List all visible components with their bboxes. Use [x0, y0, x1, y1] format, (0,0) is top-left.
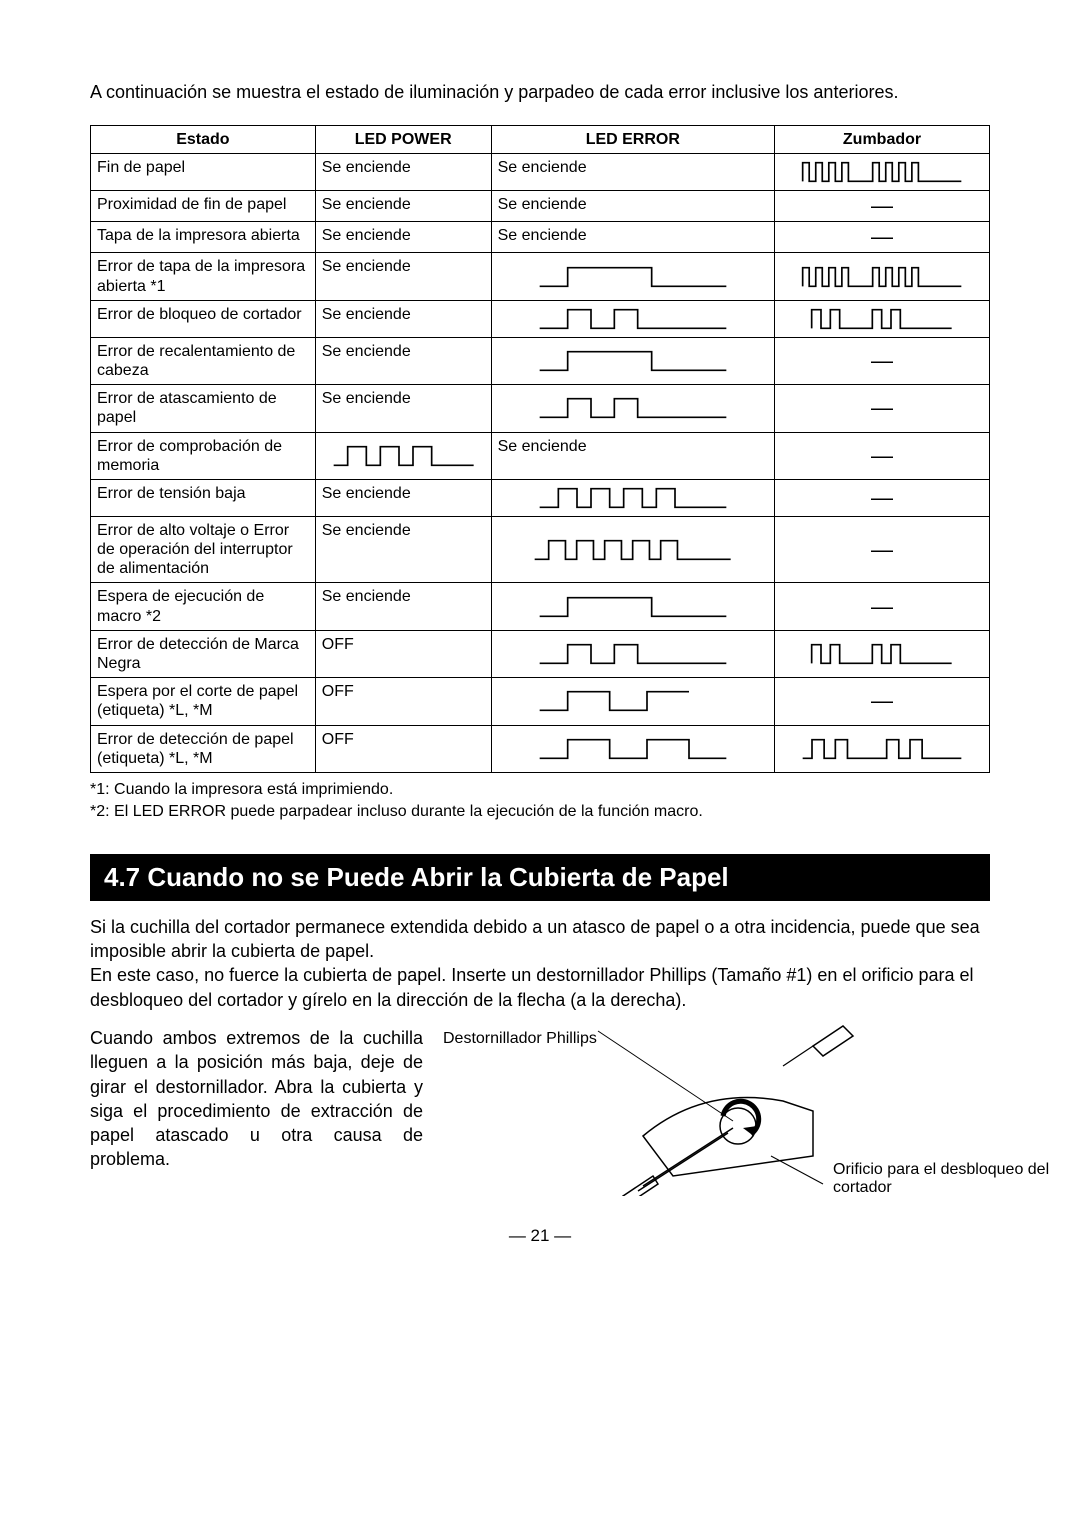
cell-estado: Tapa de la impresora abierta — [91, 222, 316, 253]
cell-estado: Espera por el corte de papel (etiqueta) … — [91, 678, 316, 725]
cell-power: Se enciende — [315, 222, 491, 253]
cell-power: Se enciende — [315, 516, 491, 583]
cell-error — [491, 678, 774, 725]
table-row: Error de recalentamiento de cabezaSe enc… — [91, 337, 990, 384]
table-row: Error de detección de Marca NegraOFF — [91, 630, 990, 677]
table-row: Error de tapa de la impresora abierta *1… — [91, 253, 990, 300]
cell-error — [491, 725, 774, 772]
intro-text: A continuación se muestra el estado de i… — [90, 80, 990, 105]
cell-error — [491, 300, 774, 337]
cell-error — [491, 479, 774, 516]
cell-power: OFF — [315, 725, 491, 772]
cell-estado: Fin de papel — [91, 154, 316, 191]
cell-error — [491, 337, 774, 384]
cell-buzzer: — — [775, 516, 990, 583]
cell-buzzer — [775, 253, 990, 300]
two-column: Cuando ambos extremos de la cuchilla lle… — [90, 1026, 990, 1196]
cell-error — [491, 516, 774, 583]
cell-estado: Error de tapa de la impresora abierta *1 — [91, 253, 316, 300]
cell-buzzer: — — [775, 191, 990, 222]
cell-buzzer — [775, 300, 990, 337]
page-number: — 21 — — [90, 1226, 990, 1246]
cell-buzzer: — — [775, 385, 990, 432]
cell-estado: Espera de ejecución de macro *2 — [91, 583, 316, 630]
cell-power: Se enciende — [315, 154, 491, 191]
table-row: Error de detección de papel (etiqueta) *… — [91, 725, 990, 772]
cell-estado: Error de detección de Marca Negra — [91, 630, 316, 677]
page: A continuación se muestra el estado de i… — [0, 0, 1080, 1286]
cell-buzzer: — — [775, 337, 990, 384]
cell-estado: Error de recalentamiento de cabeza — [91, 337, 316, 384]
cell-estado: Error de comprobación de memoria — [91, 432, 316, 479]
cell-power: Se enciende — [315, 479, 491, 516]
table-row: Error de tensión bajaSe enciende — — [91, 479, 990, 516]
label-screwdriver: Destornillador Phillips — [443, 1030, 597, 1048]
cell-buzzer: — — [775, 222, 990, 253]
cell-power: Se enciende — [315, 300, 491, 337]
cell-error: Se enciende — [491, 432, 774, 479]
cell-power — [315, 432, 491, 479]
cell-buzzer: — — [775, 432, 990, 479]
label-hole: Orificio para el desbloqueo del cortador — [833, 1161, 1053, 1197]
table-row: Fin de papelSe enciendeSe enciende — [91, 154, 990, 191]
cell-power: Se enciende — [315, 191, 491, 222]
section-body: Si la cuchilla del cortador permanece ex… — [90, 915, 990, 1012]
col-zumbador: Zumbador — [775, 126, 990, 154]
cell-buzzer: — — [775, 583, 990, 630]
cell-buzzer: — — [775, 479, 990, 516]
cell-estado: Error de tensión baja — [91, 479, 316, 516]
table-row: Error de comprobación de memoria Se encie… — [91, 432, 990, 479]
table-row: Error de atascamiento de papelSe enciend… — [91, 385, 990, 432]
cell-buzzer: — — [775, 678, 990, 725]
figure-area: Destornillador Phillips Orificio par — [443, 1026, 990, 1196]
footnote-2: *2: El LED ERROR puede parpadear incluso… — [90, 801, 990, 823]
cell-buzzer — [775, 154, 990, 191]
cell-power: Se enciende — [315, 385, 491, 432]
section-left-text: Cuando ambos extremos de la cuchilla lle… — [90, 1026, 423, 1196]
cell-buzzer — [775, 725, 990, 772]
section-title: 4.7 Cuando no se Puede Abrir la Cubierta… — [90, 854, 990, 901]
cell-estado: Error de alto voltaje o Error de operaci… — [91, 516, 316, 583]
table-row: Tapa de la impresora abiertaSe enciendeS… — [91, 222, 990, 253]
footnotes: *1: Cuando la impresora está imprimiendo… — [90, 779, 990, 824]
error-table: Estado LED POWER LED ERROR Zumbador Fin … — [90, 125, 990, 773]
cell-estado: Error de bloqueo de cortador — [91, 300, 316, 337]
cell-error — [491, 630, 774, 677]
cell-estado: Error de atascamiento de papel — [91, 385, 316, 432]
cell-error — [491, 253, 774, 300]
table-row: Proximidad de fin de papelSe enciendeSe … — [91, 191, 990, 222]
table-row: Espera de ejecución de macro *2Se encien… — [91, 583, 990, 630]
cell-power: OFF — [315, 678, 491, 725]
cell-estado: Proximidad de fin de papel — [91, 191, 316, 222]
cell-estado: Error de detección de papel (etiqueta) *… — [91, 725, 316, 772]
cell-power: Se enciende — [315, 583, 491, 630]
cell-error: Se enciende — [491, 222, 774, 253]
cell-error — [491, 385, 774, 432]
col-power: LED POWER — [315, 126, 491, 154]
table-row: Espera por el corte de papel (etiqueta) … — [91, 678, 990, 725]
cell-power: Se enciende — [315, 337, 491, 384]
footnote-1: *1: Cuando la impresora está imprimiendo… — [90, 779, 990, 801]
cell-error: Se enciende — [491, 154, 774, 191]
col-error: LED ERROR — [491, 126, 774, 154]
cell-error: Se enciende — [491, 191, 774, 222]
cell-error — [491, 583, 774, 630]
col-estado: Estado — [91, 126, 316, 154]
table-row: Error de bloqueo de cortadorSe enciende — [91, 300, 990, 337]
cell-buzzer — [775, 630, 990, 677]
table-header-row: Estado LED POWER LED ERROR Zumbador — [91, 126, 990, 154]
table-row: Error de alto voltaje o Error de operaci… — [91, 516, 990, 583]
cell-power: Se enciende — [315, 253, 491, 300]
cell-power: OFF — [315, 630, 491, 677]
